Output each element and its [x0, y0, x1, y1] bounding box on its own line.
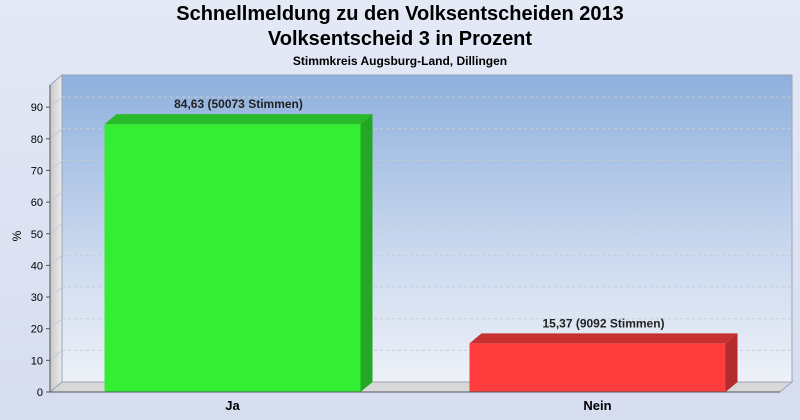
x-category-label: Nein [583, 398, 611, 413]
data-label: 84,63 (50073 Stimmen) [174, 97, 303, 111]
y-tick-label: 40 [31, 260, 43, 272]
plot-side-wall [49, 73, 63, 394]
bar-nein: 15,37 (9092 Stimmen) [469, 316, 738, 392]
grid-line-side [49, 191, 63, 203]
x-axis: Ja Nein [50, 391, 780, 413]
y-axis: 0 10 20 30 40 50 60 70 80 90 [31, 85, 51, 399]
y-axis-label: % [10, 230, 24, 241]
grid-line-side [49, 318, 63, 330]
y-tick-label: 10 [31, 355, 43, 367]
chart-subsubtitle: Stimmkreis Augsburg-Land, Dillingen [292, 54, 508, 68]
grid-line-side [49, 255, 63, 266]
grid-line-side [49, 160, 63, 171]
y-tick-label: 50 [31, 229, 43, 241]
x-category-label: Ja [225, 398, 240, 413]
chart-title: Schnellmeldung zu den Volksentscheiden 2… [176, 3, 624, 25]
bar-top [469, 333, 738, 344]
y-tick-label: 0 [37, 387, 43, 399]
y-tick-label: 60 [31, 197, 43, 209]
bar-top [104, 114, 373, 125]
y-tick-label: 30 [31, 292, 43, 304]
grid-line-side [49, 128, 63, 140]
y-tick-label: 20 [31, 324, 43, 336]
bar-side [360, 114, 373, 392]
bar-ja: 84,63 (50073 Stimmen) [104, 97, 373, 392]
y-tick-label: 80 [31, 134, 43, 146]
chart-subtitle: Volksentscheid 3 in Prozent [267, 28, 533, 50]
bar-front [469, 343, 726, 392]
grid-line-side [49, 223, 63, 235]
grid-line-side [49, 96, 63, 108]
y-tick-label: 90 [31, 102, 43, 114]
data-label: 15,37 (9092 Stimmen) [542, 316, 664, 330]
bar-front [104, 124, 361, 392]
grid-line-side [49, 349, 63, 361]
grid-line-side [49, 286, 63, 298]
y-tick-label: 70 [31, 165, 43, 177]
bars: 84,63 (50073 Stimmen) 15,37 (9092 Stimmen… [104, 97, 738, 392]
bar-side [725, 333, 738, 392]
